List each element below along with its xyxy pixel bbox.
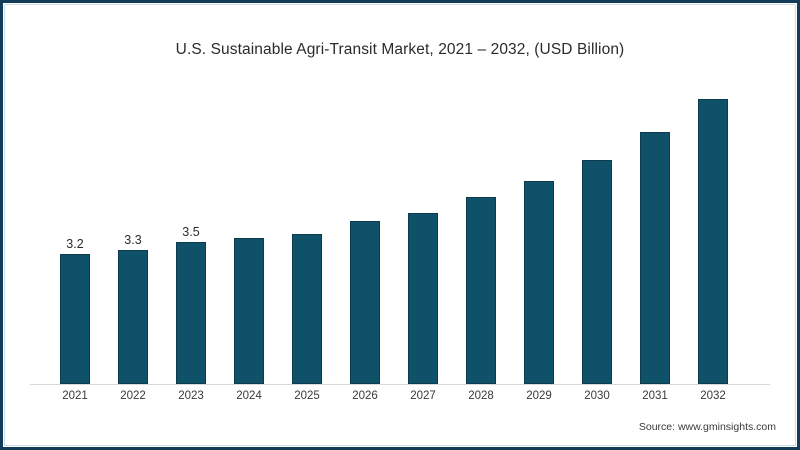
bar-value-label-2021: 3.2 (66, 236, 84, 251)
bar-slot (278, 75, 336, 384)
x-tick-2022: 2022 (120, 390, 146, 402)
bar-value-label-2023: 3.5 (182, 224, 200, 239)
bar-2031[interactable] (640, 131, 670, 384)
bar-slot (452, 75, 510, 384)
x-tick-2031: 2031 (642, 390, 668, 402)
bar-value-label-2022: 3.3 (124, 232, 142, 247)
bar-2029[interactable] (524, 180, 554, 384)
x-tick-2028: 2028 (468, 390, 494, 402)
x-tick-2029: 2029 (526, 390, 552, 402)
bar-slot (336, 75, 394, 384)
bar-2027[interactable] (408, 213, 438, 384)
chart-title: U.S. Sustainable Agri-Transit Market, 20… (175, 41, 625, 58)
bar-2026[interactable] (350, 221, 380, 384)
bar-slot (568, 75, 626, 384)
x-tick-2025: 2025 (294, 390, 320, 402)
bar-2030[interactable] (582, 160, 612, 384)
bar-slot: 3.3 (104, 75, 162, 384)
bar-2028[interactable] (466, 196, 496, 384)
bar-slot (220, 75, 278, 384)
bar-2025[interactable] (292, 233, 322, 384)
bar-slot (626, 75, 684, 384)
source-attribution: Source: www.gminsights.com (638, 421, 776, 433)
x-tick-2021: 2021 (62, 390, 88, 402)
bar-slot: 3.5 (162, 75, 220, 384)
bar-series: 3.2 3.3 3.5 (30, 75, 770, 384)
x-axis-tick-labels: 2021 2022 2023 2024 2025 2026 2027 2028 2029 2030… (30, 390, 770, 408)
plot-area: 3.2 3.3 3.5 (30, 75, 770, 385)
x-axis-line (30, 384, 770, 385)
bar-slot (510, 75, 568, 384)
bar-slot: 3.2 (46, 75, 104, 384)
bar-2021[interactable]: 3.2 (60, 237, 90, 384)
bar-2032[interactable] (698, 99, 728, 384)
x-tick-2026: 2026 (352, 390, 378, 402)
x-tick-2024: 2024 (236, 390, 262, 402)
x-tick-2023: 2023 (178, 390, 204, 402)
bar-2024[interactable] (234, 237, 264, 384)
bar-slot (394, 75, 452, 384)
bar-2022[interactable]: 3.3 (118, 233, 148, 384)
x-tick-2030: 2030 (584, 390, 610, 402)
x-tick-2032: 2032 (700, 390, 726, 402)
bar-slot (684, 75, 742, 384)
bar-2023[interactable]: 3.5 (176, 225, 206, 384)
x-tick-2027: 2027 (410, 390, 436, 402)
